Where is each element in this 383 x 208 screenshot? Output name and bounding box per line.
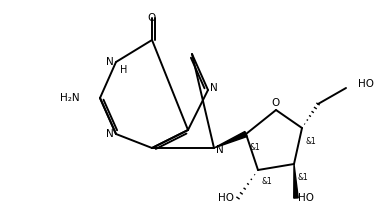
Text: H₂N: H₂N — [61, 93, 80, 103]
Text: &1: &1 — [262, 177, 273, 187]
Text: HO: HO — [218, 193, 234, 203]
Text: N: N — [216, 145, 224, 155]
Text: N: N — [106, 129, 114, 139]
Polygon shape — [294, 164, 298, 198]
Text: &1: &1 — [298, 173, 309, 182]
Text: N: N — [210, 83, 218, 93]
Text: &1: &1 — [250, 144, 261, 152]
Polygon shape — [214, 131, 247, 148]
Text: HO: HO — [358, 79, 374, 89]
Text: O: O — [272, 98, 280, 108]
Text: &1: &1 — [306, 137, 317, 146]
Text: H: H — [120, 65, 128, 75]
Text: O: O — [148, 13, 156, 23]
Text: HO: HO — [298, 193, 314, 203]
Text: N: N — [106, 57, 114, 67]
